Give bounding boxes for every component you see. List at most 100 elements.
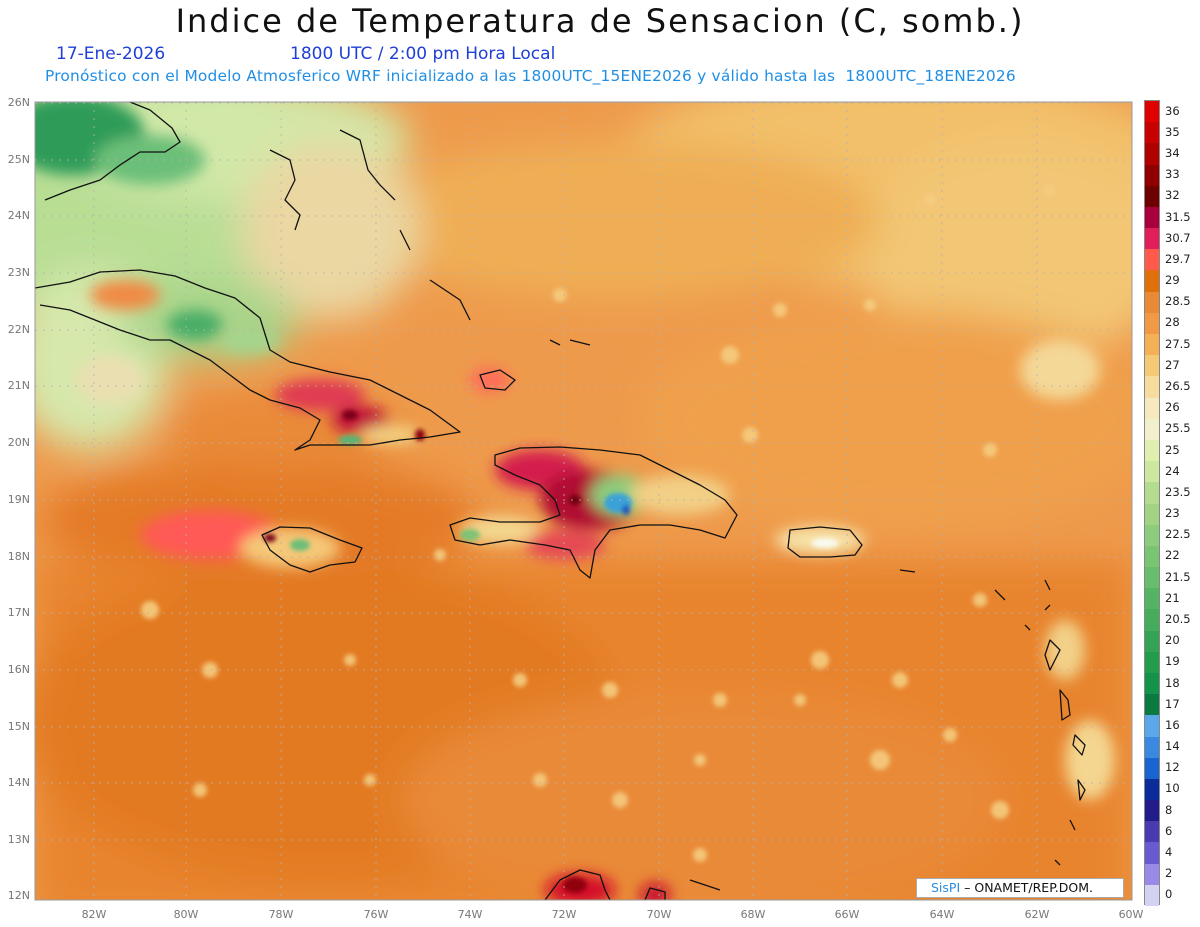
lat-label: 26N	[7, 96, 30, 109]
legend-label: 6	[1165, 823, 1173, 838]
puerto-rico-coastline	[787, 526, 863, 558]
legend-swatch	[1145, 461, 1159, 483]
cuba-coastline	[34, 269, 461, 451]
legend-label: 27.5	[1165, 336, 1191, 351]
legend-label: 19	[1165, 654, 1180, 669]
legend-label: 33	[1165, 167, 1180, 182]
legend-swatch	[1145, 397, 1159, 420]
credit-brand: SisPI	[931, 880, 961, 895]
lon-label: 60W	[1118, 908, 1144, 921]
lat-label: 25N	[7, 153, 30, 166]
legend-label: 28.5	[1165, 294, 1191, 309]
map-title: Indice de Temperatura de Sensacion (C, s…	[175, 2, 1025, 40]
lon-label: 78W	[268, 908, 294, 921]
legend-label: 25.5	[1165, 421, 1191, 436]
lat-label: 16N	[7, 663, 30, 676]
plot-frame	[34, 101, 1133, 901]
legend-label: 22	[1165, 548, 1180, 563]
legend-swatch	[1145, 418, 1159, 441]
lat-label: 19N	[7, 493, 30, 506]
legend-label: 26	[1165, 400, 1180, 415]
legend-swatch	[1145, 545, 1159, 568]
legend-label: 30.7	[1165, 230, 1191, 245]
lon-label: 80W	[173, 908, 199, 921]
lon-label: 72W	[551, 908, 577, 921]
credit-box: SisPI – ONAMET/REP.DOM.	[916, 878, 1124, 898]
legend-swatch	[1145, 884, 1159, 907]
legend-label: 8	[1165, 802, 1173, 817]
legend-swatch	[1145, 164, 1159, 187]
legend-label: 21	[1165, 590, 1180, 605]
legend-swatch	[1145, 524, 1159, 547]
legend-label: 21.5	[1165, 569, 1191, 584]
legend-swatch	[1145, 185, 1159, 208]
legend-label: 25	[1165, 442, 1180, 457]
legend-label: 23	[1165, 506, 1180, 521]
legend-label: 16	[1165, 717, 1180, 732]
legend-swatch	[1145, 567, 1159, 589]
lat-label: 12N	[7, 889, 30, 902]
legend-swatch	[1145, 630, 1159, 653]
temperature-field	[35, 102, 1132, 900]
lat-label: 21N	[7, 379, 30, 392]
legend-label: 29	[1165, 273, 1180, 288]
legend-label: 4	[1165, 845, 1173, 860]
legend-swatch	[1145, 778, 1159, 801]
legend-swatch	[1145, 312, 1159, 335]
legend-swatch	[1145, 609, 1159, 632]
jamaica-coastline	[261, 526, 363, 573]
legend-label: 31.5	[1165, 209, 1191, 224]
legend-swatch	[1145, 143, 1159, 166]
legend-label: 26.5	[1165, 378, 1191, 393]
legend-swatch	[1145, 101, 1159, 123]
lat-label: 13N	[7, 833, 30, 846]
legend-swatch	[1145, 757, 1159, 780]
forecast-date: 17-Ene-2026	[56, 44, 166, 64]
legend-label: 23.5	[1165, 484, 1191, 499]
legend-label: 27	[1165, 357, 1180, 372]
legend-swatch	[1145, 249, 1159, 271]
legend-swatch	[1145, 228, 1159, 250]
color-scale-bar	[1144, 100, 1160, 907]
legend-swatch	[1145, 334, 1159, 356]
legend-swatch	[1145, 355, 1159, 377]
lon-label: 62W	[1024, 908, 1050, 921]
lat-label: 22N	[7, 323, 30, 336]
model-info: Pronóstico con el Modelo Atmosferico WRF…	[45, 67, 1016, 85]
legend-swatch	[1145, 291, 1159, 314]
lon-label: 82W	[81, 908, 107, 921]
legend-label: 17	[1165, 696, 1180, 711]
forecast-time: 1800 UTC / 2:00 pm Hora Local	[290, 44, 556, 64]
lesser-antilles-coastline	[899, 569, 1086, 866]
lat-label: 17N	[7, 606, 30, 619]
lat-label: 18N	[7, 550, 30, 563]
south-america-coastline	[544, 869, 721, 901]
legend-label: 35	[1165, 124, 1180, 139]
legend-swatch	[1145, 122, 1159, 144]
legend-swatch	[1145, 270, 1159, 293]
legend-swatch	[1145, 821, 1159, 843]
lon-label: 66W	[834, 908, 860, 921]
legend-swatch	[1145, 736, 1159, 759]
lat-label: 24N	[7, 209, 30, 222]
legend-label: 14	[1165, 739, 1180, 754]
legend-swatch	[1145, 672, 1159, 695]
legend-swatch	[1145, 842, 1159, 865]
hispaniola-coastline	[449, 446, 738, 579]
legend-swatch	[1145, 503, 1159, 526]
legend-swatch	[1145, 694, 1159, 716]
legend-label: 34	[1165, 145, 1180, 160]
legend-label: 32	[1165, 188, 1180, 203]
lon-label: 74W	[457, 908, 483, 921]
legend-swatch	[1145, 651, 1159, 674]
lon-label: 76W	[363, 908, 389, 921]
legend-label: 18	[1165, 675, 1180, 690]
lon-label: 64W	[929, 908, 955, 921]
lat-label: 20N	[7, 436, 30, 449]
legend-swatch	[1145, 588, 1159, 610]
legend-label: 2	[1165, 866, 1173, 881]
legend-label: 10	[1165, 781, 1180, 796]
legend-swatch	[1145, 863, 1159, 886]
credit-text: – ONAMET/REP.DOM.	[960, 880, 1093, 895]
